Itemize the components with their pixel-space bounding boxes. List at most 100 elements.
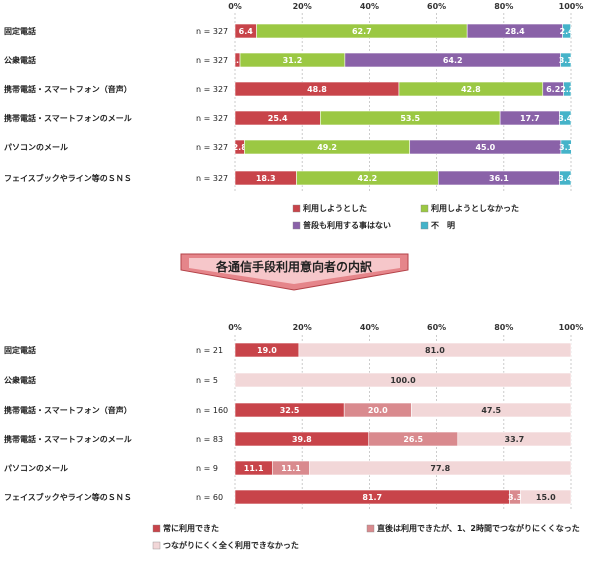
data-label: 3.1 — [559, 56, 574, 65]
x-tick-label: 20% — [293, 323, 312, 332]
data-label: 15.0 — [536, 493, 556, 502]
data-label: 33.7 — [505, 435, 525, 444]
data-label: 53.5 — [400, 114, 420, 123]
x-tick-label: 100% — [559, 2, 584, 11]
data-label: 11.1 — [281, 464, 301, 473]
legend-swatch — [420, 221, 429, 230]
data-label: 77.8 — [430, 464, 450, 473]
data-label: 32.5 — [280, 406, 300, 415]
data-label: 45.0 — [475, 143, 495, 152]
legend-label: 常に利用できた — [163, 523, 219, 533]
data-label: 42.2 — [358, 174, 378, 183]
data-label: 2.8 — [233, 143, 248, 152]
n-label: n = 9 — [196, 464, 218, 473]
chart-bottom: 0% 20% 40% 60% 80% 100% 固定電話 n = 21 19.0 81.0 公衆電話… — [4, 323, 583, 550]
data-label: 3.4 — [558, 114, 573, 123]
category-label: フェイスブックやライン等のＳＮＳ — [4, 173, 132, 183]
data-label: 62.7 — [352, 27, 372, 36]
category-label: 固定電話 — [4, 345, 36, 355]
data-label: 39.8 — [292, 435, 312, 444]
n-label: n = 327 — [196, 27, 228, 36]
bar-segment — [520, 489, 572, 505]
data-label: 19.0 — [257, 346, 277, 355]
legend-swatch — [292, 221, 301, 230]
bar-segment — [559, 110, 572, 126]
data-label: 6.2 — [546, 85, 560, 94]
category-label: 携帯電話・スマートフォンのメール — [4, 434, 132, 444]
bar-segment — [562, 23, 571, 39]
n-label: n = 160 — [196, 406, 228, 415]
x-tick-label: 60% — [427, 323, 446, 332]
data-label: 81.0 — [425, 346, 445, 355]
data-label: 11.1 — [244, 464, 264, 473]
n-label: n = 327 — [196, 85, 228, 94]
banner-arrow: 各通信手段利用意向者の内訳 — [180, 253, 409, 291]
n-label: n = 327 — [196, 56, 228, 65]
category-label: 携帯電話・スマートフォンのメール — [4, 113, 132, 123]
data-label: 81.7 — [362, 493, 382, 502]
n-label: n = 327 — [196, 114, 228, 123]
n-label: n = 21 — [196, 346, 223, 355]
legend-label: 直後は利用できたが、1、2時間でつながりにくくなった — [377, 523, 580, 533]
category-label: 携帯電話・スマートフォン（音声） — [4, 405, 132, 415]
bar-segment — [309, 460, 572, 476]
bar-segment — [234, 372, 572, 388]
bar-segment — [411, 402, 572, 418]
bar-segment — [560, 52, 572, 68]
data-label: 47.5 — [481, 406, 501, 415]
data-label: 28.4 — [505, 27, 525, 36]
data-label: 100.0 — [390, 376, 416, 385]
banner-text: 各通信手段利用意向者の内訳 — [215, 259, 373, 274]
data-label: 1.5 — [230, 56, 245, 65]
n-label: n = 327 — [196, 174, 228, 183]
legend-swatch — [420, 204, 429, 213]
legend-swatch — [152, 524, 161, 533]
data-label: 6.4 — [239, 27, 254, 36]
data-label: 3.1 — [559, 143, 574, 152]
data-label: 64.2 — [443, 56, 463, 65]
n-label: n = 83 — [196, 435, 223, 444]
legend-swatch — [292, 204, 301, 213]
data-label: 36.1 — [489, 174, 509, 183]
category-label: 公衆電話 — [4, 55, 36, 65]
bar-segment — [298, 342, 572, 358]
bar-segment — [563, 81, 572, 97]
x-tick-label: 0% — [228, 323, 242, 332]
legend-label: 普段も利用する事はない — [303, 220, 391, 230]
legend-label: 利用しようとした — [302, 203, 367, 213]
bar-segment — [559, 170, 572, 186]
data-label: 42.8 — [461, 85, 481, 94]
category-label: 固定電話 — [4, 26, 36, 36]
chart-top: 0% 20% 40% 60% 80% 100% 固定電話 n = 327 6.4 62.7 28.4… — [4, 2, 583, 230]
legend-swatch — [152, 541, 161, 550]
legend-swatch — [366, 524, 375, 533]
category-label: 携帯電話・スマートフォン（音声） — [4, 84, 132, 94]
data-label: 49.2 — [317, 143, 337, 152]
data-label: 3.4 — [558, 174, 573, 183]
x-tick-label: 100% — [559, 323, 584, 332]
bar-segment — [560, 139, 572, 155]
n-label: n = 327 — [196, 143, 228, 152]
category-label: 公衆電話 — [4, 375, 36, 385]
data-label: 3.3 — [508, 493, 522, 502]
x-tick-label: 40% — [360, 2, 379, 11]
data-label: 31.2 — [283, 56, 303, 65]
x-tick-label: 20% — [293, 2, 312, 11]
data-label: 2.2 — [560, 85, 574, 94]
data-label: 20.0 — [368, 406, 388, 415]
legend-label: 不 明 — [431, 221, 455, 230]
x-tick-label: 60% — [427, 2, 446, 11]
data-label: 18.3 — [256, 174, 276, 183]
data-label: 25.4 — [268, 114, 288, 123]
n-label: n = 60 — [196, 493, 223, 502]
x-tick-label: 0% — [228, 2, 242, 11]
category-label: パソコンのメール — [4, 463, 68, 473]
legend-label: 利用しようとしなかった — [430, 203, 519, 213]
banner-inner — [189, 258, 400, 284]
data-label: 2.4 — [560, 27, 575, 36]
legend-label: つながりにくく全く利用できなかった — [163, 540, 299, 550]
x-tick-label: 80% — [494, 2, 513, 11]
category-label: パソコンのメール — [4, 142, 68, 152]
data-label: 48.8 — [307, 85, 327, 94]
